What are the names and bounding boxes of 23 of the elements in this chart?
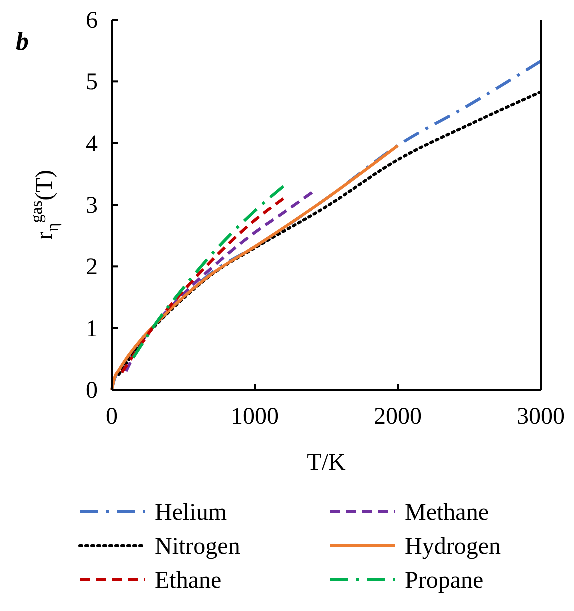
y-tick-label: 6 xyxy=(86,8,98,34)
x-tick-label: 0 xyxy=(106,404,118,430)
legend-label: Nitrogen xyxy=(155,534,240,560)
x-axis-title: T/K xyxy=(307,450,346,476)
y-tick-label: 1 xyxy=(86,316,98,342)
line-series xyxy=(124,191,314,373)
x-tick-label: 2000 xyxy=(374,404,422,430)
line-series xyxy=(132,185,286,360)
x-tick-label: 1000 xyxy=(231,404,279,430)
y-tick-label: 2 xyxy=(86,254,98,281)
chart-title: b xyxy=(16,27,29,56)
legend-label: Methane xyxy=(405,500,489,526)
y-tick-label: 4 xyxy=(86,131,98,158)
y-tick-label: 0 xyxy=(86,378,98,404)
legend-label: Propane xyxy=(405,568,484,594)
legend-label: Ethane xyxy=(155,568,222,594)
line-series xyxy=(110,144,400,392)
y-tick-label: 3 xyxy=(86,193,98,219)
legend-label: Helium xyxy=(155,500,228,526)
line-series xyxy=(120,197,286,374)
x-tick-label: 3000 xyxy=(517,404,565,430)
legend-label: Hydrogen xyxy=(405,534,501,560)
y-tick-label: 5 xyxy=(86,70,98,96)
